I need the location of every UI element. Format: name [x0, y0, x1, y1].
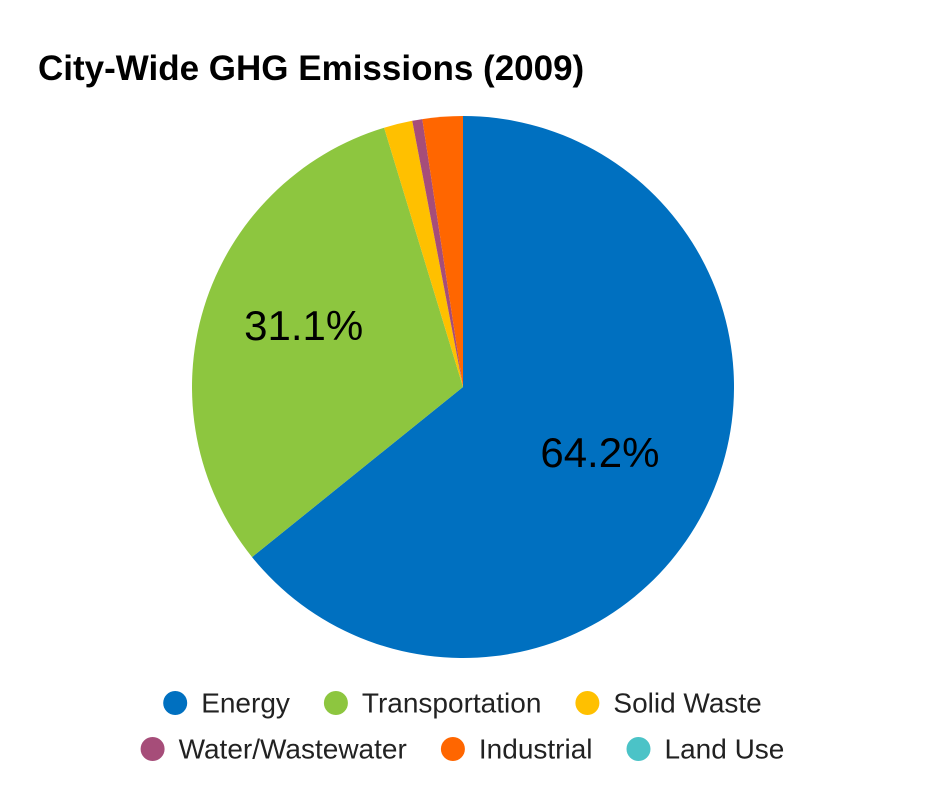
legend-item-transportation: Transportation — [323, 688, 542, 719]
legend-item-water-wastewater: Water/Wastewater — [140, 734, 407, 765]
slice-label-energy: 64.2% — [540, 429, 659, 476]
legend-label-industrial: Industrial — [479, 734, 593, 765]
legend-label-transportation: Transportation — [362, 688, 542, 719]
legend-label-water-wastewater: Water/Wastewater — [179, 734, 407, 765]
chart-title: City-Wide GHG Emissions (2009) — [38, 49, 584, 88]
pie-slices — [192, 116, 735, 658]
legend-item-industrial: Industrial — [440, 734, 593, 765]
legend-marker-solid-waste — [575, 691, 600, 715]
pie-slice-industrial — [422, 116, 463, 387]
legend-marker-transportation — [323, 691, 348, 715]
pie-slice-solid-waste — [384, 120, 463, 388]
pie-slice-energy — [252, 116, 735, 658]
legend-marker-land-use — [626, 737, 651, 761]
legend-marker-industrial — [440, 737, 465, 761]
legend-item-energy: Energy — [163, 688, 290, 719]
legend-marker-energy — [163, 691, 188, 715]
slice-label-transportation: 31.1% — [244, 302, 363, 349]
legend-item-land-use: Land Use — [626, 734, 785, 765]
legend: Energy Transportation Solid Waste Water/Was… — [140, 688, 785, 765]
legend-item-solid-waste: Solid Waste — [575, 688, 762, 719]
pie-slice-transportation — [192, 127, 464, 558]
slice-labels: 64.2% 31.1% — [244, 302, 659, 476]
legend-label-solid-waste: Solid Waste — [613, 688, 761, 719]
pie-slice-water-wastewater — [412, 119, 463, 387]
legend-label-land-use: Land Use — [665, 734, 785, 765]
legend-marker-water-wastewater — [140, 737, 165, 761]
legend-label-energy: Energy — [201, 688, 290, 719]
